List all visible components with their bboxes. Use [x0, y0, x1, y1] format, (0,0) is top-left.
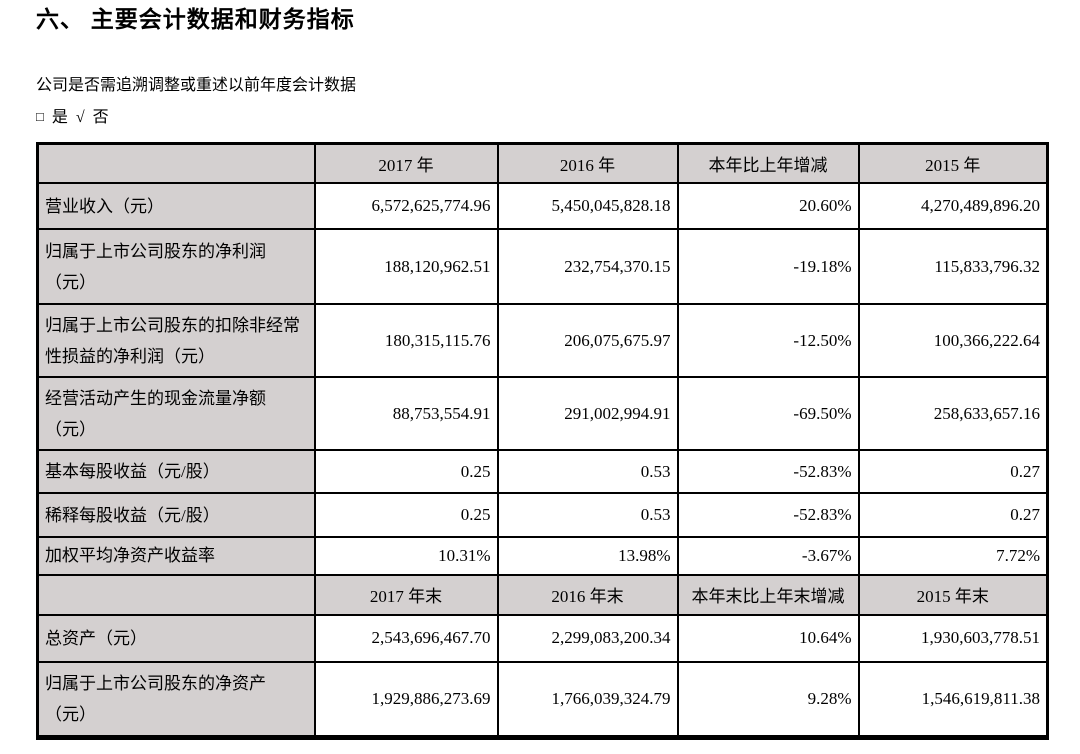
cell-value: 206,075,675.97	[496, 303, 679, 379]
header-cell-yearend-change: 本年末比上年末增减	[676, 573, 860, 616]
header-cell-blank	[36, 573, 316, 616]
row-label: 加权平均净资产收益率	[36, 536, 316, 576]
checkbox-line: □ 是 √ 否	[36, 108, 1046, 127]
table-row-basic-eps: 基本每股收益（元/股） 0.25 0.53 -52.83% 0.27	[36, 449, 1049, 495]
cell-value: 13.98%	[496, 536, 679, 576]
cell-value: 20.60%	[676, 182, 860, 231]
cell-value: 2,299,083,200.34	[496, 613, 679, 663]
cell-value: 0.27	[857, 449, 1049, 495]
cell-value: -3.67%	[676, 536, 860, 576]
cell-value: 115,833,796.32	[857, 228, 1049, 306]
cell-value: 6,572,625,774.96	[313, 182, 499, 231]
restate-question-text: 公司是否需追溯调整或重述以前年度会计数据	[36, 76, 357, 94]
cell-value: 2,543,696,467.70	[313, 613, 499, 663]
row-label: 经营活动产生的现金流量净额（元）	[36, 376, 316, 452]
cell-value: 7.72%	[857, 536, 1049, 576]
row-label: 稀释每股收益（元/股）	[36, 492, 316, 539]
cell-value: 1,546,619,811.38	[857, 660, 1049, 739]
table-row-net-assets: 归属于上市公司股东的净资产（元） 1,929,886,273.69 1,766,…	[36, 660, 1049, 739]
cell-value: 0.25	[313, 449, 499, 495]
header-cell-blank	[36, 142, 316, 185]
header-cell-2015-end: 2015 年末	[857, 573, 1049, 616]
cell-value: -52.83%	[676, 449, 860, 495]
row-label: 归属于上市公司股东的扣除非经常性损益的净利润（元）	[36, 303, 316, 379]
header-cell-2017-end: 2017 年末	[313, 573, 499, 616]
table-row-diluted-eps: 稀释每股收益（元/股） 0.25 0.53 -52.83% 0.27	[36, 492, 1049, 539]
cell-value: -52.83%	[676, 492, 860, 539]
cell-value: 0.53	[496, 492, 679, 539]
cell-value: 180,315,115.76	[313, 303, 499, 379]
table-row-weighted-avg-roe: 加权平均净资产收益率 10.31% 13.98% -3.67% 7.72%	[36, 536, 1049, 576]
cell-value: -19.18%	[676, 228, 860, 306]
row-label: 归属于上市公司股东的净资产（元）	[36, 660, 316, 739]
cell-value: 1,930,603,778.51	[857, 613, 1049, 663]
header-cell-2017: 2017 年	[313, 142, 499, 185]
row-label: 基本每股收益（元/股）	[36, 449, 316, 495]
table-row-revenue: 营业收入（元） 6,572,625,774.96 5,450,045,828.1…	[36, 182, 1049, 231]
cell-value: 0.25	[313, 492, 499, 539]
financial-indicators-table: 2017 年 2016 年 本年比上年增减 2015 年 营业收入（元） 6,5…	[36, 141, 1049, 741]
cell-value: 1,766,039,324.79	[496, 660, 679, 739]
table-header-row-annual: 2017 年 2016 年 本年比上年增减 2015 年	[36, 142, 1049, 185]
table-row-operating-cash-flow: 经营活动产生的现金流量净额（元） 88,753,554.91 291,002,9…	[36, 376, 1049, 452]
table-row-net-profit-excl-nonrecurring: 归属于上市公司股东的扣除非经常性损益的净利润（元） 180,315,115.76…	[36, 303, 1049, 379]
page-title: 六、 主要会计数据和财务指标	[36, 7, 355, 32]
cell-value: 1,929,886,273.69	[313, 660, 499, 739]
cell-value: 10.31%	[313, 536, 499, 576]
table-row-net-profit: 归属于上市公司股东的净利润（元） 188,120,962.51 232,754,…	[36, 228, 1049, 306]
table-row-total-assets: 总资产（元） 2,543,696,467.70 2,299,083,200.34…	[36, 613, 1049, 663]
row-label: 归属于上市公司股东的净利润（元）	[36, 228, 316, 306]
cell-value: -69.50%	[676, 376, 860, 452]
cell-value: 232,754,370.15	[496, 228, 679, 306]
cell-value: 258,633,657.16	[857, 376, 1049, 452]
cell-value: 88,753,554.91	[313, 376, 499, 452]
cell-value: 9.28%	[676, 660, 860, 739]
cell-value: 291,002,994.91	[496, 376, 679, 452]
header-cell-2015: 2015 年	[857, 142, 1049, 185]
header-cell-2016-end: 2016 年末	[496, 573, 679, 616]
cell-value: 5,450,045,828.18	[496, 182, 679, 231]
cell-value: 188,120,962.51	[313, 228, 499, 306]
header-cell-yoy-change: 本年比上年增减	[676, 142, 860, 185]
cell-value: 4,270,489,896.20	[857, 182, 1049, 231]
cell-value: 100,366,222.64	[857, 303, 1049, 379]
cell-value: 0.53	[496, 449, 679, 495]
header-cell-2016: 2016 年	[496, 142, 679, 185]
row-label: 总资产（元）	[36, 613, 316, 663]
cell-value: -12.50%	[676, 303, 860, 379]
cell-value: 10.64%	[676, 613, 860, 663]
table-header-row-yearend: 2017 年末 2016 年末 本年末比上年末增减 2015 年末	[36, 573, 1049, 616]
yes-label: 是	[51, 108, 70, 126]
row-label: 营业收入（元）	[36, 182, 316, 231]
checkbox-unchecked-icon: □	[36, 108, 46, 124]
no-label: 否	[92, 108, 111, 126]
check-mark-icon: √	[75, 108, 87, 126]
cell-value: 0.27	[857, 492, 1049, 539]
